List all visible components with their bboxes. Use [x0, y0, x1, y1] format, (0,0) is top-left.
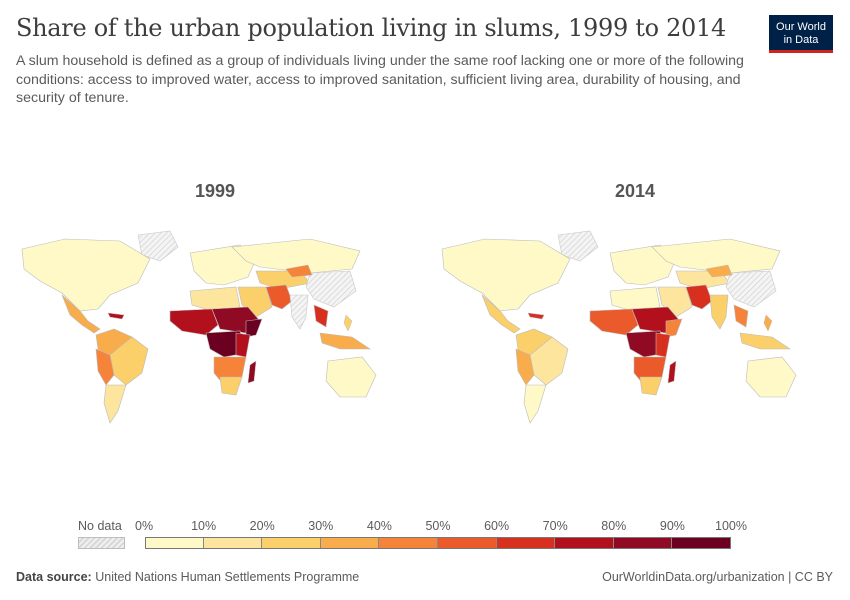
- mongolia-shape: [705, 264, 733, 278]
- south-asia-shape: [685, 284, 713, 310]
- world-map-1999[interactable]: [10, 225, 410, 435]
- west-africa-shape: [589, 308, 639, 336]
- east-africa-shape: [655, 332, 671, 358]
- horn-of-africa-shape: [245, 318, 263, 338]
- peru-bolivia-shape: [515, 348, 535, 386]
- source-label: Data source:: [16, 570, 92, 584]
- world-map-2014[interactable]: [430, 225, 830, 435]
- southern-cone-shape: [523, 384, 547, 424]
- philippines-shape: [343, 314, 353, 332]
- legend-tick-label: 50%: [425, 519, 451, 533]
- north-africa-shape: [189, 286, 241, 312]
- legend-bin-8[interactable]: [613, 537, 673, 549]
- china-shape: [725, 270, 777, 308]
- legend-tick-label: 70%: [542, 519, 568, 533]
- north-africa-shape: [609, 286, 661, 312]
- legend-bin-5[interactable]: [438, 537, 497, 549]
- footer-source: Data source: United Nations Human Settle…: [16, 570, 359, 584]
- horn-of-africa-shape: [665, 318, 683, 338]
- russia-shape: [231, 238, 361, 274]
- india-shape: [709, 294, 729, 330]
- legend-tick-label: 90%: [659, 519, 685, 533]
- legend-bin-2[interactable]: [262, 537, 321, 549]
- source-text: United Nations Human Settlements Program…: [95, 570, 360, 584]
- north-america-shape: [441, 238, 571, 312]
- australia-shape: [325, 356, 377, 398]
- south-africa-shape: [219, 376, 243, 396]
- chart-subtitle: A slum household is defined as a group o…: [16, 53, 744, 106]
- legend-no-data-swatch[interactable]: [78, 537, 125, 549]
- legend-tick-label: 10%: [191, 519, 217, 533]
- legend-bin-0[interactable]: [145, 537, 204, 549]
- southeast-asia-shape: [313, 304, 329, 328]
- russia-shape: [651, 238, 781, 274]
- philippines-shape: [763, 314, 773, 332]
- south-africa-shape: [639, 376, 663, 396]
- australia-shape: [745, 356, 797, 398]
- north-america-shape: [21, 238, 151, 312]
- madagascar-shape: [667, 360, 677, 384]
- legend-tick-label: 0%: [135, 519, 154, 533]
- owid-logo[interactable]: Our World in Data: [769, 15, 833, 53]
- greenland-shape: [137, 230, 179, 262]
- legend-bin-4[interactable]: [379, 537, 438, 549]
- southeast-asia-shape: [733, 304, 749, 328]
- legend-tick-label: 30%: [308, 519, 334, 533]
- legend-tick-label: 80%: [601, 519, 627, 533]
- madagascar-shape: [247, 360, 257, 384]
- china-shape: [305, 270, 357, 308]
- west-africa-shape: [169, 308, 219, 336]
- legend-bin-6[interactable]: [496, 537, 556, 549]
- indonesia-shape: [319, 332, 371, 350]
- india-shape: [289, 294, 309, 330]
- legend-bin-7[interactable]: [555, 537, 614, 549]
- legend-tick-label: 60%: [484, 519, 510, 533]
- map-year-2014: 2014: [614, 181, 656, 201]
- legend-bin-1[interactable]: [203, 537, 263, 549]
- legend-tick-label: 100%: [715, 519, 747, 533]
- logo-line-1: Our World: [776, 21, 826, 33]
- color-legend: No data 0% 10% 20% 30% 40% 50% 60% 70% 80% 90% 100…: [0, 515, 850, 555]
- peru-bolivia-shape: [95, 348, 115, 386]
- east-africa-shape: [235, 332, 251, 358]
- mexico-central-america-shape: [61, 294, 101, 334]
- southern-cone-shape: [103, 384, 127, 424]
- middle-east-shape: [237, 286, 273, 318]
- south-asia-shape: [265, 284, 293, 310]
- caribbean-shape: [107, 312, 125, 320]
- chart-title: Share of the urban population living in …: [16, 14, 726, 42]
- legend-bin-3[interactable]: [320, 537, 380, 549]
- legend-no-data-label: No data: [78, 519, 122, 533]
- legend-tick-label: 20%: [249, 519, 275, 533]
- legend-bin-9[interactable]: [672, 537, 731, 549]
- footer-link[interactable]: OurWorldinData.org/urbanization | CC BY: [602, 570, 833, 584]
- middle-east-shape: [657, 286, 693, 318]
- map-year-1999: 1999: [194, 181, 236, 201]
- mexico-central-america-shape: [481, 294, 521, 334]
- greenland-shape: [557, 230, 599, 262]
- caribbean-shape: [527, 312, 545, 320]
- logo-line-2: in Data: [783, 33, 819, 46]
- indonesia-shape: [739, 332, 791, 350]
- legend-tick-label: 40%: [366, 519, 392, 533]
- mongolia-shape: [285, 264, 313, 278]
